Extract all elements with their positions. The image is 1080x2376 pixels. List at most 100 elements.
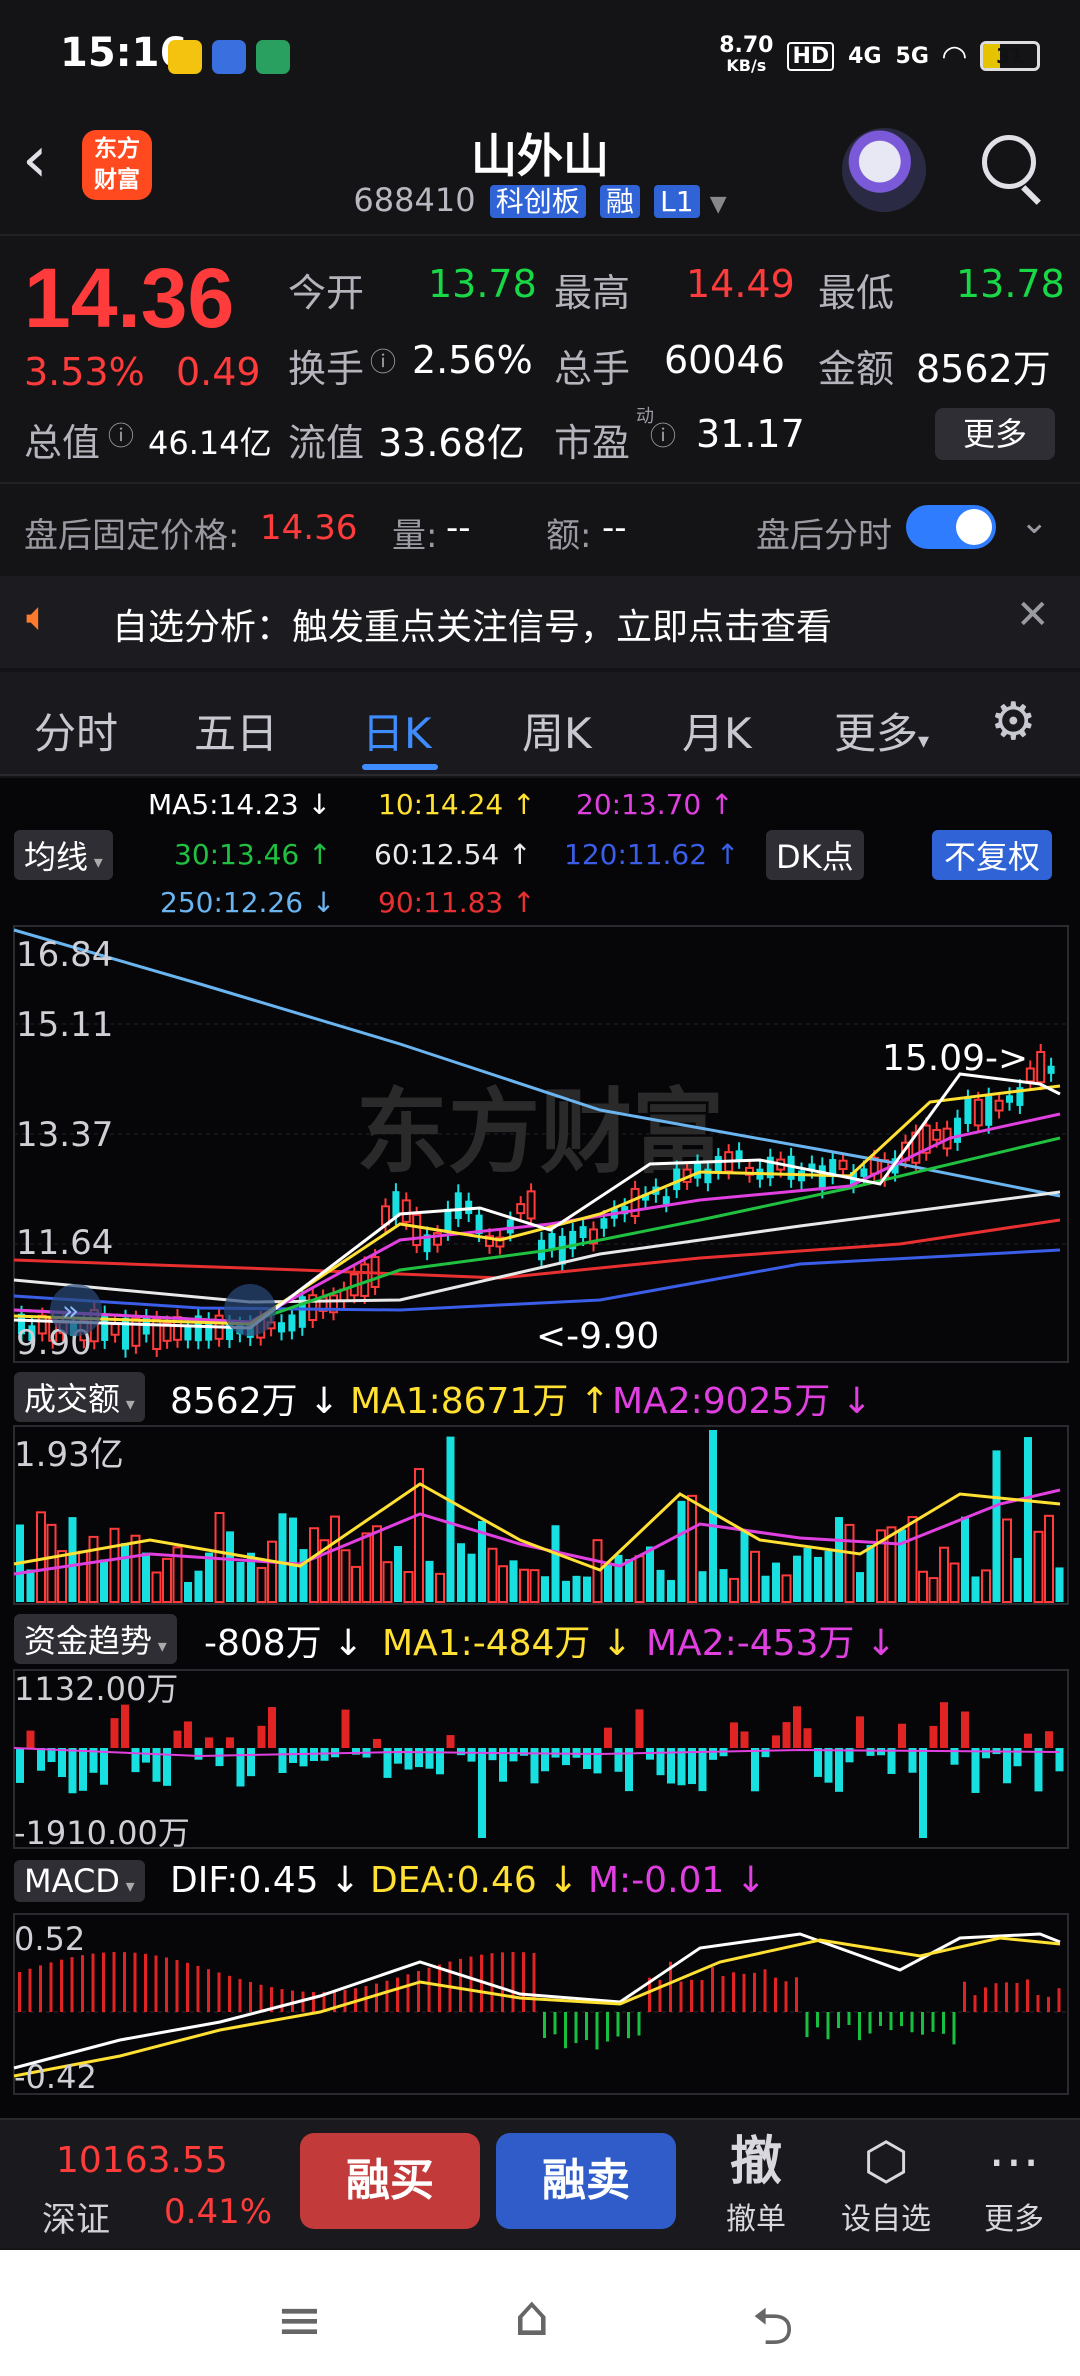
chevron-down-icon[interactable]: ⌄ <box>1020 502 1049 542</box>
ma-select[interactable]: 均线 ▾ <box>14 830 113 880</box>
notice-text[interactable]: 自选分析：触发重点关注信号，立即点击查看 <box>112 607 833 648</box>
float-cap-value: 33.68亿 <box>378 421 525 465</box>
scroll-left-icon[interactable] <box>50 1284 102 1336</box>
volume-chart[interactable]: 1.93亿 <box>0 1424 1080 1606</box>
after-hours-timeline-toggle[interactable] <box>906 505 996 549</box>
capital-outflow-bar <box>761 1748 770 1758</box>
volume-bar <box>971 1576 980 1602</box>
candle-body <box>994 1099 1004 1112</box>
capital-outflow-bar <box>278 1748 287 1773</box>
margin-sell-button[interactable]: 融卖 <box>496 2133 676 2229</box>
capital-outflow-bar <box>131 1748 140 1773</box>
signal-notice-bar[interactable] <box>0 576 1080 668</box>
macd-positive-bar <box>49 1962 53 2012</box>
back-arrow-icon[interactable]: ‹ <box>22 123 48 197</box>
volume-bar <box>541 1576 549 1602</box>
home-icon[interactable]: ⌂ <box>514 2284 550 2349</box>
gear-icon[interactable]: ⚙ <box>990 692 1037 752</box>
macd-negative-bar <box>900 2012 903 2027</box>
candle-body <box>131 1317 141 1347</box>
info-circle-icon[interactable]: ⓘ <box>108 422 135 452</box>
capital-outflow-bar <box>152 1748 161 1782</box>
candle-body <box>838 1159 848 1171</box>
capital-inflow-bar <box>121 1704 129 1748</box>
tab-daily-k[interactable]: 日K <box>362 709 432 758</box>
volume-bar <box>614 1554 623 1602</box>
macd-indicator-select[interactable]: MACD ▾ <box>14 1860 145 1902</box>
macd-positive-bar <box>196 1965 200 2012</box>
level-tag[interactable]: L1 <box>654 185 700 218</box>
macd-positive-bar <box>732 1972 735 2012</box>
y-axis-label-15-11: 15.11 <box>16 1005 113 1045</box>
volume-bar <box>457 1543 465 1602</box>
tab-monthly-k[interactable]: 月K <box>682 709 752 758</box>
capital-inflow-bar <box>604 1727 612 1748</box>
back-icon[interactable]: ⮌ <box>752 2297 794 2357</box>
macd-positive-bar <box>469 1956 473 2012</box>
candle-body <box>589 1228 598 1245</box>
after-hours-price-label: 盘后固定价格: <box>24 516 240 556</box>
candle-body <box>152 1317 162 1351</box>
tab-intraday[interactable]: 分时 <box>34 709 119 758</box>
macd-positive-bar <box>679 1981 683 2012</box>
macd-positive-bar <box>1005 1982 1008 2012</box>
capital-outflow-bar <box>625 1748 633 1792</box>
status-indicators: 8.70 KB/s HD 4G 5G ◠ 31 <box>719 35 1040 76</box>
ma90-value: 90:11.83 ↑ <box>378 886 536 919</box>
capital-outflow-bar <box>299 1748 308 1767</box>
volume-bar <box>57 1550 67 1603</box>
volume-bar <box>109 1527 120 1603</box>
menu-icon[interactable]: ≡ <box>276 2288 323 2353</box>
capital-outflow-bar <box>79 1748 87 1791</box>
pe-info-icon[interactable]: ⓘ <box>650 422 677 452</box>
capital-inflow-bar <box>793 1706 801 1748</box>
macd-dif: DIF:0.45 ↓ <box>170 1860 361 1901</box>
volume-bar <box>750 1550 760 1603</box>
search-icon[interactable] <box>982 135 1036 189</box>
volume-bar <box>961 1516 969 1602</box>
capital-outflow-bar <box>499 1748 507 1782</box>
index-name[interactable]: 深证 <box>42 2200 110 2240</box>
index-change[interactable]: 0.41% <box>164 2192 273 2232</box>
capital-inflow-bar <box>205 1737 213 1748</box>
dk-point-button[interactable]: DK点 <box>766 830 864 880</box>
capital-chart[interactable]: 1132.00万 -1910.00万 <box>0 1668 1080 1850</box>
volume-ma2: MA2:9025万 ↓ <box>612 1381 872 1422</box>
volume-bar <box>194 1570 203 1602</box>
volume-bar <box>487 1547 498 1604</box>
capital-inflow-bar <box>940 1702 948 1748</box>
chevron-down-icon[interactable]: ▼ <box>709 192 727 217</box>
capital-indicator-select[interactable]: 资金趋势 ▾ <box>14 1614 177 1664</box>
cancel-order-button[interactable]: 撤 撤单 <box>696 2130 816 2238</box>
volume-bar <box>656 1569 665 1602</box>
volume-value: 60046 <box>664 338 785 382</box>
volume-bar <box>205 1552 213 1602</box>
macd-chart[interactable]: 0.52 -0.42 <box>0 1912 1080 2096</box>
no-rights-adjust-button[interactable]: 不复权 <box>932 830 1053 880</box>
volume-ma2-line <box>13 1488 1061 1576</box>
volume-indicator-select[interactable]: 成交额 ▾ <box>14 1372 145 1422</box>
toolbar-more-button[interactable]: ⋯ 更多 <box>954 2130 1074 2238</box>
quote-more-button[interactable]: 更多 <box>935 408 1055 460</box>
macd-positive-bar <box>501 1952 504 2012</box>
index-value[interactable]: 10163.55 <box>56 2140 228 2181</box>
candle-body <box>714 1156 722 1172</box>
margin-buy-button[interactable]: 融买 <box>300 2133 480 2229</box>
volume-bar <box>981 1569 991 1603</box>
candle-body <box>558 1235 566 1265</box>
ma20-value: 20:13.70 ↑ <box>576 788 734 821</box>
robot-assistant-icon[interactable] <box>842 128 926 212</box>
tab-more[interactable]: 更多▾ <box>834 709 930 758</box>
tab-weekly-k[interactable]: 周K <box>522 709 592 758</box>
tab-five-day[interactable]: 五日 <box>194 709 279 758</box>
turnover-info-icon[interactable]: ⓘ <box>370 348 397 378</box>
capital-inflow-bar <box>226 1737 234 1748</box>
close-icon[interactable]: ✕ <box>1016 592 1050 638</box>
candle-body <box>1016 1087 1024 1106</box>
scroll-handle-icon[interactable] <box>224 1284 276 1336</box>
add-watchlist-button[interactable]: ⬡ 设自选 <box>826 2130 946 2238</box>
capital-outflow-bar <box>425 1748 434 1769</box>
kline-chart[interactable]: 东方财富 16.84 15.11 13.37 11.64 9.90 15.09-… <box>0 924 1080 1364</box>
macd-positive-bar <box>973 1995 977 2012</box>
current-price: 14.36 <box>24 251 235 345</box>
